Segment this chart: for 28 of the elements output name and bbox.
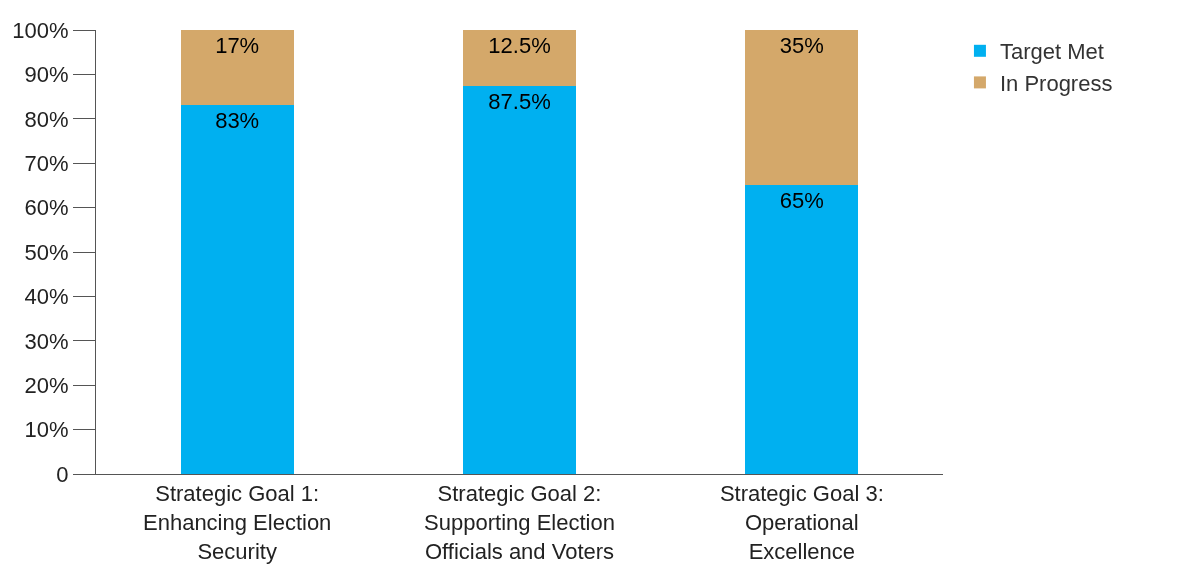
x-tick-label: Strategic Goal 2: Supporting Election Officials and Voters: [424, 481, 615, 564]
data-label: 35%: [779, 33, 824, 58]
data-label: 87.5%: [488, 88, 551, 114]
legend-label: Target Met: [999, 39, 1104, 65]
bar: [463, 30, 576, 86]
y-tick-label: 50%: [24, 239, 69, 265]
data-label: 65%: [779, 188, 824, 214]
bar: [180, 30, 294, 106]
y-tick-label: 100%: [12, 17, 69, 43]
y-tick-label: 20%: [24, 372, 69, 398]
y-tick-label: 80%: [24, 106, 69, 132]
bar: [745, 30, 859, 186]
legend-label: In Progress: [999, 70, 1113, 96]
bar: [463, 85, 576, 474]
y-tick-label: 0: [56, 461, 69, 487]
data-label: 17%: [215, 33, 260, 58]
data-label: 12.5%: [488, 33, 551, 58]
y-tick-label: 40%: [24, 284, 69, 310]
x-tick-label: Strategic Goal 3: Operational Excellence: [719, 481, 884, 564]
bar: [745, 185, 859, 474]
y-tick-label: 10%: [24, 417, 69, 443]
y-tick-label: 60%: [24, 195, 69, 221]
bar: [180, 105, 294, 474]
x-tick-label: Strategic Goal 1: Enhancing Election Security: [142, 481, 332, 564]
y-tick-label: 30%: [24, 328, 69, 354]
data-label: 83%: [215, 108, 260, 134]
y-tick-label: 70%: [24, 150, 69, 176]
y-tick-label: 90%: [24, 62, 69, 88]
